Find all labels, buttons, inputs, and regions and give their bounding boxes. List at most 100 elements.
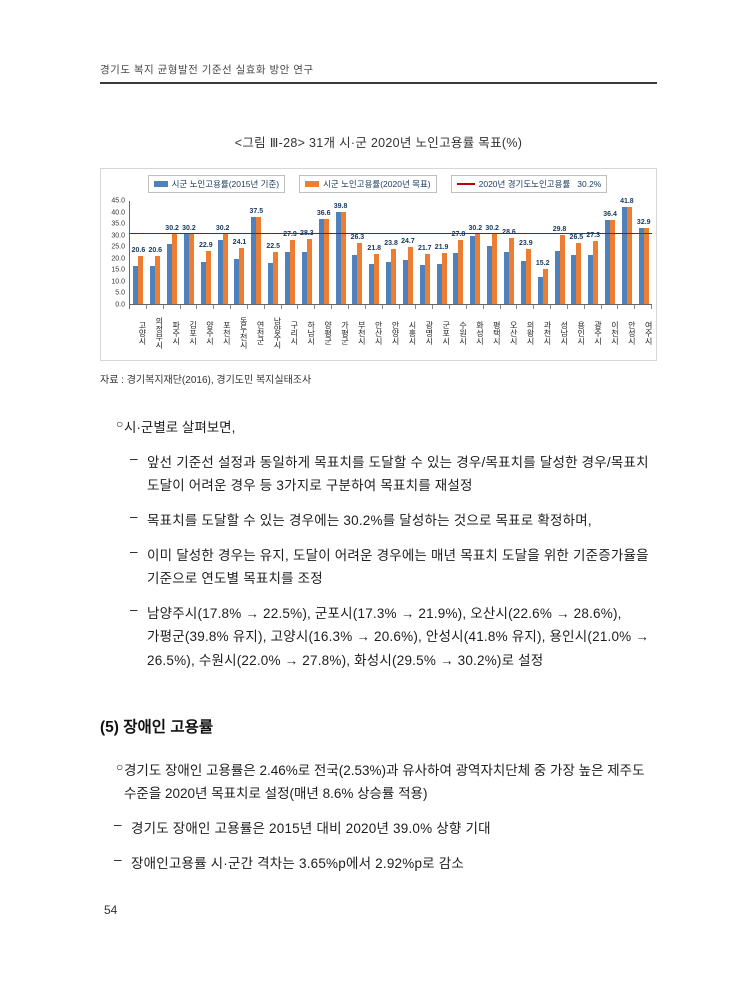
bar-value-label: 15.2 [535,259,550,267]
dash-bullet-text: 남양주시(17.8% → 22.5%), 군포시(17.3% → 21.9%),… [147,605,650,668]
x-tick [130,305,147,309]
x-axis-label: 연천군 [256,321,265,345]
document-page: 경기도 복지 균형발전 기준선 실효화 방안 연구 <그림 Ⅲ-28> 31개 … [100,0,657,875]
bar-2015 [537,276,543,304]
bar-2015 [352,255,358,304]
bar-2015 [386,261,392,304]
x-axis-label: 군포시 [441,321,451,345]
plot-wrap: 20.6 20.6 30.2 30.2 22.9 30.2 24.1 37.5 22.5 27.9… [129,198,654,356]
x-axis-label: 포천시 [222,321,232,345]
bar-2020 [643,227,649,304]
bar-2020 [542,268,548,304]
x-axis-label: 동두천시 [239,317,249,349]
y-tick-label: 5.0 [115,289,125,297]
x-axis-label: 하남시 [306,321,316,345]
dash-bullet-icon: – [130,543,138,559]
x-axis-label: 안성시 [627,321,637,345]
bar-group: 41.8 [618,198,635,304]
bar-2020 [172,234,178,304]
bar-group: 21.8 [366,201,383,304]
bar-2020 [424,253,430,304]
bar-2015 [268,262,274,304]
bar-2020 [391,249,397,304]
legend-refline-icon [456,183,475,185]
x-axis-label: 양평군 [323,321,333,345]
bar-value-label: 21.7 [417,244,432,252]
bar-2020 [340,212,346,304]
dash-bullet: – 앞선 기준선 설정과 동일하게 목표치를 도달할 수 있는 경우/목표치를 달… [100,451,657,498]
x-tick [282,305,299,309]
x-tick [332,305,349,309]
bar-2020 [138,256,144,304]
bar-value-label: 21.8 [367,244,382,252]
bar-2015 [436,264,442,304]
y-tick-label: 45.0 [111,197,125,205]
bar-group: 27.3 [585,201,602,304]
x-tick [265,305,282,309]
x-tick [551,305,568,309]
dash-bullet-icon: – [130,508,138,524]
bar-2020 [458,239,464,304]
dash-bullet-text: 이미 달성한 경우는 유지, 도달이 어려운 경우에는 매년 목표치 도달을 위… [147,547,649,587]
x-axis-label: 평택시 [492,321,502,345]
dash-bullet: – 목표치를 도달할 수 있는 경우에는 30.2%를 달성하는 것으로 목표로 … [100,509,657,533]
bar-2015 [588,255,594,304]
x-axis-ticks [129,305,653,309]
bar-2015 [621,207,627,304]
x-axis-label: 용인시 [576,321,586,345]
x-axis-label: 양주시 [205,321,215,345]
x-tick [298,305,316,309]
bar-2020 [323,219,329,304]
x-tick [450,305,467,309]
header-rule [100,82,657,84]
bar-2020 [475,234,481,304]
bar-2020 [374,253,380,304]
x-axis-label: 고양시 [137,321,147,345]
x-axis-label: 구리시 [289,321,299,345]
y-tick-label: 25.0 [111,243,125,251]
bar-group: 24.7 [400,201,417,304]
bar-2020 [239,248,245,304]
bar-group: 28.6 [501,201,518,304]
bar-value-label: 24.7 [401,237,415,245]
bar-group: 23.8 [383,201,400,304]
bar-2020 [155,256,161,304]
bar-value-label: 27.8 [451,230,466,238]
x-axis-label: 남양주시 [272,317,282,349]
x-axis-label: 여주시 [644,321,654,345]
bar-2020 [576,242,582,304]
bar-value-label: 39.8 [333,203,348,211]
bar-2020 [559,235,565,304]
bar-2020 [256,217,262,304]
bar-value-label: 36.6 [316,210,331,218]
bar-value-label: 20.6 [148,247,163,255]
bar-2015 [301,251,307,304]
elderly-employment-chart: 시군 노인고용률(2015년 기준) 시군 노인고용률(2020년 목표) 20… [100,168,657,361]
bar-2020 [492,234,498,304]
dash-bullet: – 남양주시(17.8% → 22.5%), 군포시(17.3% → 21.9%)… [100,602,657,673]
circle-bullet-icon: ○ [116,417,124,431]
bar-group: 21.7 [416,201,433,304]
dash-bullet-icon: – [114,851,122,867]
bullet-overview: ○ 시·군별로 살펴보면, [100,416,657,440]
bar-value-label: 27.3 [586,231,601,239]
bar-2015 [419,265,425,304]
circle-bullet-icon: ○ [116,759,124,774]
bar-2015 [150,265,156,304]
bar-group: 30.2 [214,201,231,304]
bar-2015 [183,234,189,304]
section5-bullet: ○ 경기도 장애인 고용률은 2.46%로 전국(2.53%)과 유사하여 광역… [100,759,657,806]
x-tick [214,305,232,309]
x-tick [400,305,417,309]
bar-2020 [407,246,413,304]
bar-group: 27.9 [282,201,299,304]
y-tick-label: 20.0 [111,255,125,263]
sub-bullet-list: – 앞선 기준선 설정과 동일하게 목표치를 도달할 수 있는 경우/목표치를 달… [100,451,657,673]
chart-grid: 0.0 5.0 10.0 15.0 20.0 25.0 30.0 35.0 40.0 45.0 2… [103,197,654,356]
bar-value-label: 27.9 [283,230,297,238]
bar-2015 [217,240,223,304]
bar-value-label: 24.1 [232,239,247,247]
y-axis: 0.0 5.0 10.0 15.0 20.0 25.0 30.0 35.0 40.0 45.0 [103,197,129,309]
x-tick [383,305,400,309]
legend-label-2020: 시군 노인고용률(2020년 목표) [323,179,431,189]
